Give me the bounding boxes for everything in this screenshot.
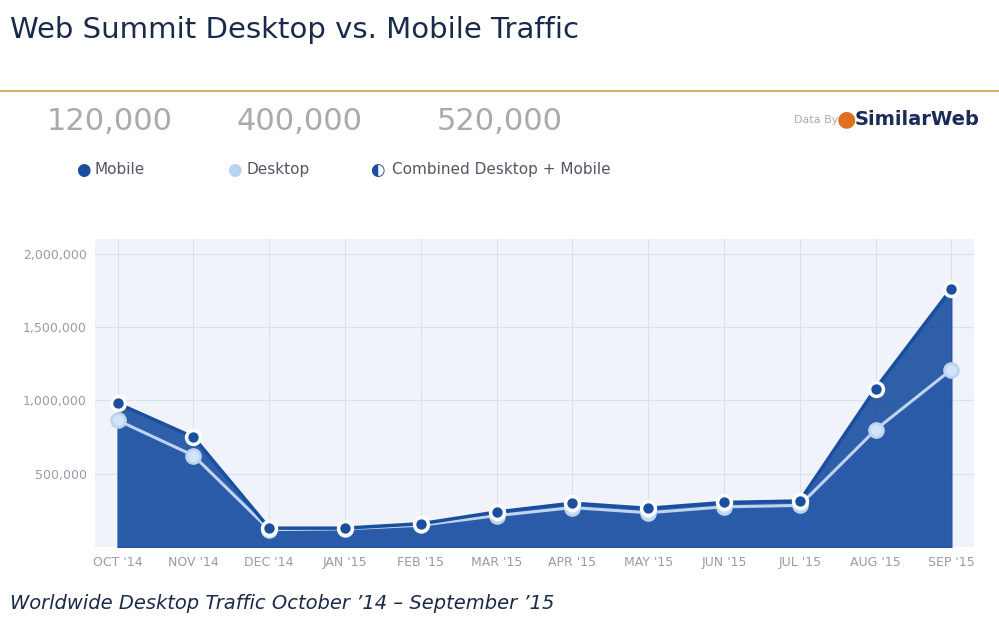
Text: ●: ● <box>76 161 90 179</box>
Text: ●: ● <box>837 109 856 130</box>
Text: SimilarWeb: SimilarWeb <box>854 110 979 129</box>
Text: Worldwide Desktop Traffic October ’14 – September ’15: Worldwide Desktop Traffic October ’14 – … <box>10 594 554 613</box>
Text: 400,000: 400,000 <box>237 107 363 136</box>
Text: Web Summit Desktop vs. Mobile Traffic: Web Summit Desktop vs. Mobile Traffic <box>10 16 579 44</box>
Text: 520,000: 520,000 <box>437 107 562 136</box>
Text: Desktop: Desktop <box>247 162 310 177</box>
Text: Data By: Data By <box>794 114 838 125</box>
Text: ●: ● <box>228 161 242 179</box>
Text: Mobile: Mobile <box>95 162 145 177</box>
Text: Combined Desktop + Mobile: Combined Desktop + Mobile <box>392 162 610 177</box>
Text: ◐: ◐ <box>371 161 385 179</box>
Text: 120,000: 120,000 <box>47 107 173 136</box>
